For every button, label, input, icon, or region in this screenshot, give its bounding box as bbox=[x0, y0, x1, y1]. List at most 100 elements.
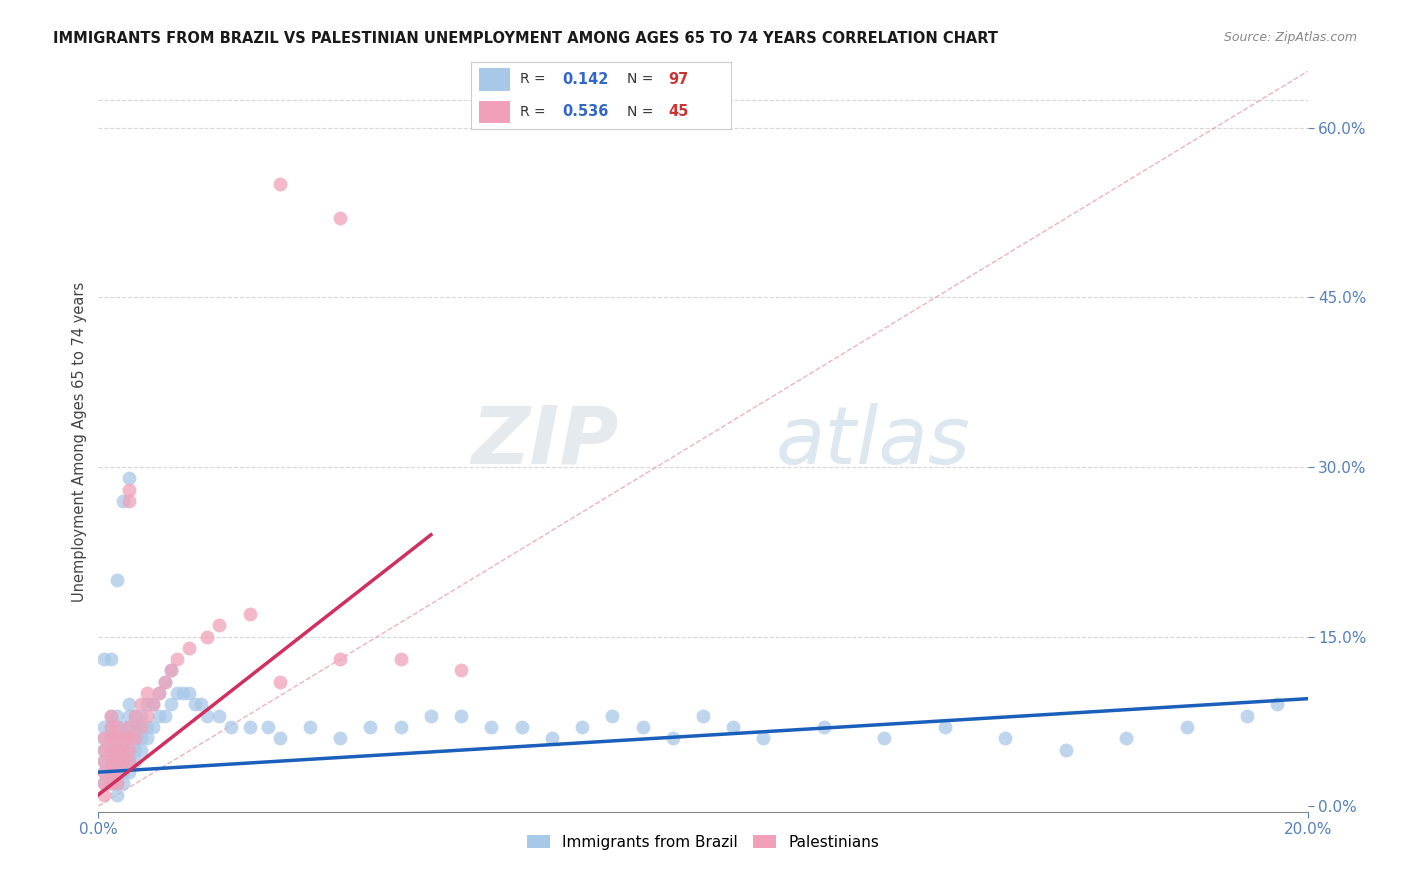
Point bbox=[105, 776, 128, 790]
Point bbox=[221, 720, 243, 734]
Point bbox=[510, 720, 533, 734]
Point bbox=[100, 765, 122, 780]
Bar bbox=[479, 69, 510, 91]
Y-axis label: Unemployment Among Ages 65 to 74 years: Unemployment Among Ages 65 to 74 years bbox=[72, 281, 87, 602]
Point bbox=[93, 776, 115, 790]
Point bbox=[93, 765, 115, 780]
Point bbox=[329, 652, 352, 666]
Point bbox=[239, 607, 262, 621]
Point bbox=[100, 731, 122, 746]
Point bbox=[179, 686, 201, 700]
Point bbox=[118, 471, 141, 485]
Point bbox=[135, 731, 157, 746]
Point bbox=[111, 754, 134, 768]
Point bbox=[100, 754, 122, 768]
Point bbox=[1054, 742, 1077, 756]
Point bbox=[142, 720, 165, 734]
Point bbox=[105, 765, 128, 780]
Point bbox=[1236, 708, 1258, 723]
Point bbox=[118, 698, 141, 712]
Point bbox=[111, 731, 134, 746]
Point bbox=[190, 698, 212, 712]
Point bbox=[142, 698, 165, 712]
Point bbox=[105, 731, 128, 746]
Point bbox=[195, 708, 218, 723]
Point bbox=[105, 765, 128, 780]
Point bbox=[142, 698, 165, 712]
Point bbox=[105, 754, 128, 768]
Point bbox=[100, 720, 122, 734]
Point bbox=[1267, 698, 1289, 712]
Text: N =: N = bbox=[627, 104, 658, 119]
Point bbox=[105, 788, 128, 802]
Point bbox=[631, 720, 654, 734]
Point bbox=[450, 708, 472, 723]
Point bbox=[93, 720, 115, 734]
Point bbox=[105, 742, 128, 756]
Point bbox=[118, 742, 141, 756]
Point bbox=[93, 754, 115, 768]
Text: R =: R = bbox=[520, 72, 550, 87]
Point bbox=[124, 742, 146, 756]
Point bbox=[135, 720, 157, 734]
Point bbox=[118, 754, 141, 768]
Point bbox=[540, 731, 562, 746]
Point bbox=[602, 708, 624, 723]
Point bbox=[118, 742, 141, 756]
Point bbox=[129, 731, 152, 746]
Point bbox=[208, 618, 231, 632]
Point bbox=[208, 708, 231, 723]
Point bbox=[160, 698, 183, 712]
Point bbox=[153, 708, 176, 723]
Point bbox=[124, 731, 146, 746]
Point bbox=[105, 708, 128, 723]
Point bbox=[148, 686, 170, 700]
Point bbox=[118, 765, 141, 780]
Point bbox=[100, 742, 122, 756]
Text: atlas: atlas bbox=[776, 402, 970, 481]
Point bbox=[118, 708, 141, 723]
Point bbox=[100, 754, 122, 768]
Point bbox=[256, 720, 278, 734]
Point bbox=[111, 754, 134, 768]
Point bbox=[105, 731, 128, 746]
Point bbox=[100, 742, 122, 756]
Point bbox=[93, 765, 115, 780]
Point bbox=[93, 652, 115, 666]
Point bbox=[153, 674, 176, 689]
Point bbox=[269, 178, 291, 192]
Text: IMMIGRANTS FROM BRAZIL VS PALESTINIAN UNEMPLOYMENT AMONG AGES 65 TO 74 YEARS COR: IMMIGRANTS FROM BRAZIL VS PALESTINIAN UN… bbox=[53, 31, 998, 46]
Point bbox=[661, 731, 683, 746]
Point bbox=[105, 720, 128, 734]
Point bbox=[360, 720, 382, 734]
Point bbox=[450, 664, 472, 678]
Bar bbox=[479, 101, 510, 123]
Point bbox=[93, 776, 115, 790]
Point bbox=[148, 708, 170, 723]
Point bbox=[118, 754, 141, 768]
Point bbox=[105, 573, 128, 587]
Point bbox=[111, 742, 134, 756]
Point bbox=[172, 686, 194, 700]
Point bbox=[934, 720, 956, 734]
Point bbox=[93, 731, 115, 746]
Point bbox=[692, 708, 714, 723]
Point bbox=[118, 731, 141, 746]
Point bbox=[135, 708, 157, 723]
Point bbox=[105, 720, 128, 734]
Point bbox=[100, 731, 122, 746]
Point bbox=[269, 674, 291, 689]
Point bbox=[100, 720, 122, 734]
Point bbox=[124, 731, 146, 746]
Point bbox=[329, 731, 352, 746]
Point bbox=[481, 720, 503, 734]
Point bbox=[100, 708, 122, 723]
Point bbox=[124, 708, 146, 723]
Point bbox=[129, 720, 152, 734]
Text: R =: R = bbox=[520, 104, 550, 119]
Point bbox=[100, 708, 122, 723]
Text: 0.142: 0.142 bbox=[562, 72, 609, 87]
Point bbox=[752, 731, 775, 746]
Point bbox=[299, 720, 322, 734]
Text: N =: N = bbox=[627, 72, 658, 87]
